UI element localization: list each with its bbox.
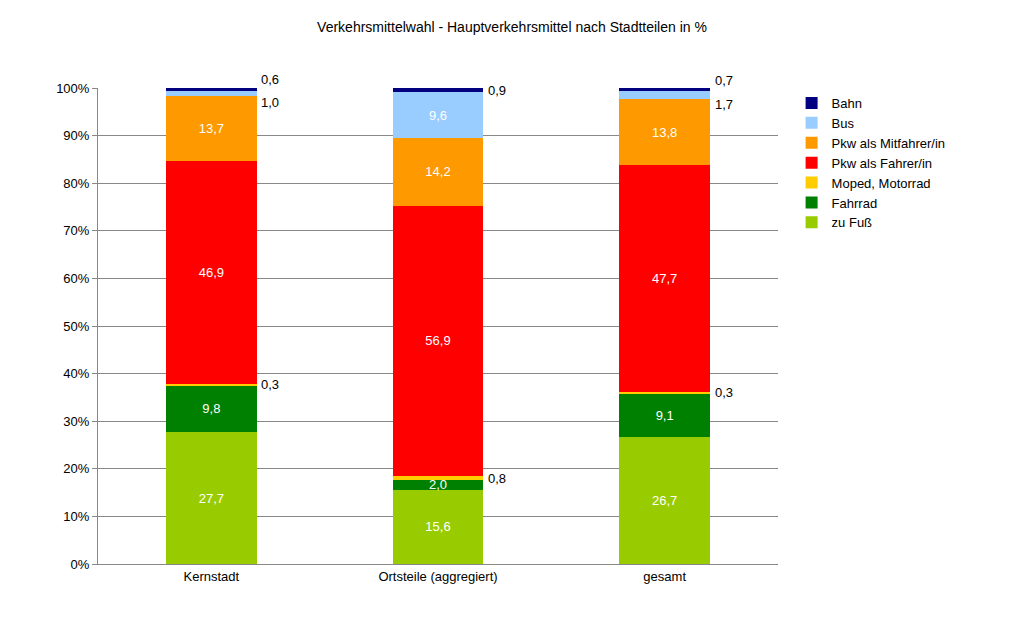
- svg-text:40%: 40%: [63, 366, 89, 381]
- svg-text:9,8: 9,8: [202, 401, 220, 416]
- svg-text:0%: 0%: [71, 557, 90, 572]
- svg-text:15,6: 15,6: [425, 519, 450, 534]
- svg-text:Pkw als Mitfahrer/in: Pkw als Mitfahrer/in: [832, 136, 945, 151]
- svg-text:30%: 30%: [63, 414, 89, 429]
- svg-text:zu Fuß: zu Fuß: [832, 215, 873, 230]
- svg-text:46,9: 46,9: [199, 265, 224, 280]
- svg-text:20%: 20%: [63, 461, 89, 476]
- svg-text:9,1: 9,1: [656, 408, 674, 423]
- svg-text:56,9: 56,9: [425, 333, 450, 348]
- svg-text:Verkehrsmittelwahl - Hauptverk: Verkehrsmittelwahl - Hauptverkehrsmittel…: [317, 19, 707, 35]
- svg-text:13,8: 13,8: [652, 125, 677, 140]
- svg-text:90%: 90%: [63, 128, 89, 143]
- svg-text:9,6: 9,6: [429, 108, 447, 123]
- svg-text:47,7: 47,7: [652, 271, 677, 286]
- svg-text:Kernstadt: Kernstadt: [184, 569, 240, 584]
- svg-text:26,7: 26,7: [652, 493, 677, 508]
- svg-text:14,2: 14,2: [425, 164, 450, 179]
- svg-text:Fahrrad: Fahrrad: [832, 196, 878, 211]
- svg-text:0,7: 0,7: [715, 73, 733, 88]
- svg-text:0,8: 0,8: [488, 471, 506, 486]
- svg-text:70%: 70%: [63, 223, 89, 238]
- svg-text:Moped, Motorrad: Moped, Motorrad: [832, 176, 931, 191]
- svg-text:1,7: 1,7: [715, 97, 733, 112]
- svg-text:10%: 10%: [63, 509, 89, 524]
- svg-text:Pkw als Fahrer/in: Pkw als Fahrer/in: [832, 156, 932, 171]
- svg-text:1,0: 1,0: [261, 95, 279, 110]
- svg-text:Bahn: Bahn: [832, 96, 862, 111]
- svg-text:0,3: 0,3: [261, 377, 279, 392]
- svg-text:Ortsteile (aggregiert): Ortsteile (aggregiert): [378, 569, 497, 584]
- svg-text:0,9: 0,9: [488, 83, 506, 98]
- svg-text:gesamt: gesamt: [643, 569, 686, 584]
- svg-text:13,7: 13,7: [199, 121, 224, 136]
- svg-text:Bus: Bus: [832, 116, 855, 131]
- svg-text:0,6: 0,6: [261, 72, 279, 87]
- svg-text:2,0: 2,0: [429, 477, 447, 492]
- svg-text:50%: 50%: [63, 319, 89, 334]
- svg-text:60%: 60%: [63, 271, 89, 286]
- svg-text:0,3: 0,3: [715, 385, 733, 400]
- svg-text:100%: 100%: [56, 81, 90, 96]
- svg-text:80%: 80%: [63, 176, 89, 191]
- svg-text:27,7: 27,7: [199, 491, 224, 506]
